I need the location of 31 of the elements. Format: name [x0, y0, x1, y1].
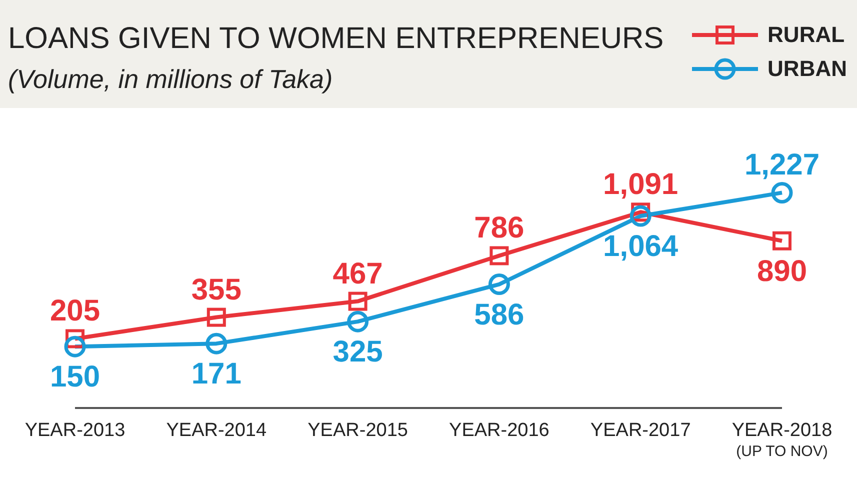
data-label: 355 [191, 273, 242, 306]
data-label: 467 [332, 257, 383, 290]
chart-title: LOANS GIVEN TO WOMEN ENTREPRENEURS [8, 22, 664, 56]
point [347, 310, 369, 332]
x-tick-label: YEAR-2015 [308, 420, 408, 441]
data-label: 325 [332, 336, 383, 369]
point [630, 205, 652, 227]
data-label: 1,064 [603, 230, 678, 263]
point [772, 231, 792, 250]
point [490, 246, 509, 266]
point [771, 182, 793, 204]
point [488, 274, 510, 296]
chart-subtitle: (Volume, in millions of Taka) [8, 64, 333, 95]
data-label: 1,227 [744, 148, 820, 182]
data-label: 586 [474, 298, 524, 332]
x-tick-label: YEAR-2013 [24, 420, 126, 441]
data-label: 205 [50, 294, 100, 328]
x-tick-label: YEAR-2017 [590, 420, 691, 441]
point [206, 308, 226, 327]
point [348, 292, 368, 311]
legend-label: RURAL [768, 22, 845, 48]
x-tick-label: YEAR-2014 [166, 420, 267, 441]
point [64, 336, 86, 358]
data-label: 171 [191, 358, 242, 391]
x-tick-label: YEAR-2016 [449, 420, 550, 441]
data-label: 150 [50, 360, 100, 394]
point [206, 332, 228, 354]
data-label: 1,091 [603, 168, 678, 202]
data-label: 890 [756, 254, 808, 288]
legend-label: URBAN [768, 56, 847, 82]
data-label: 786 [474, 212, 524, 245]
